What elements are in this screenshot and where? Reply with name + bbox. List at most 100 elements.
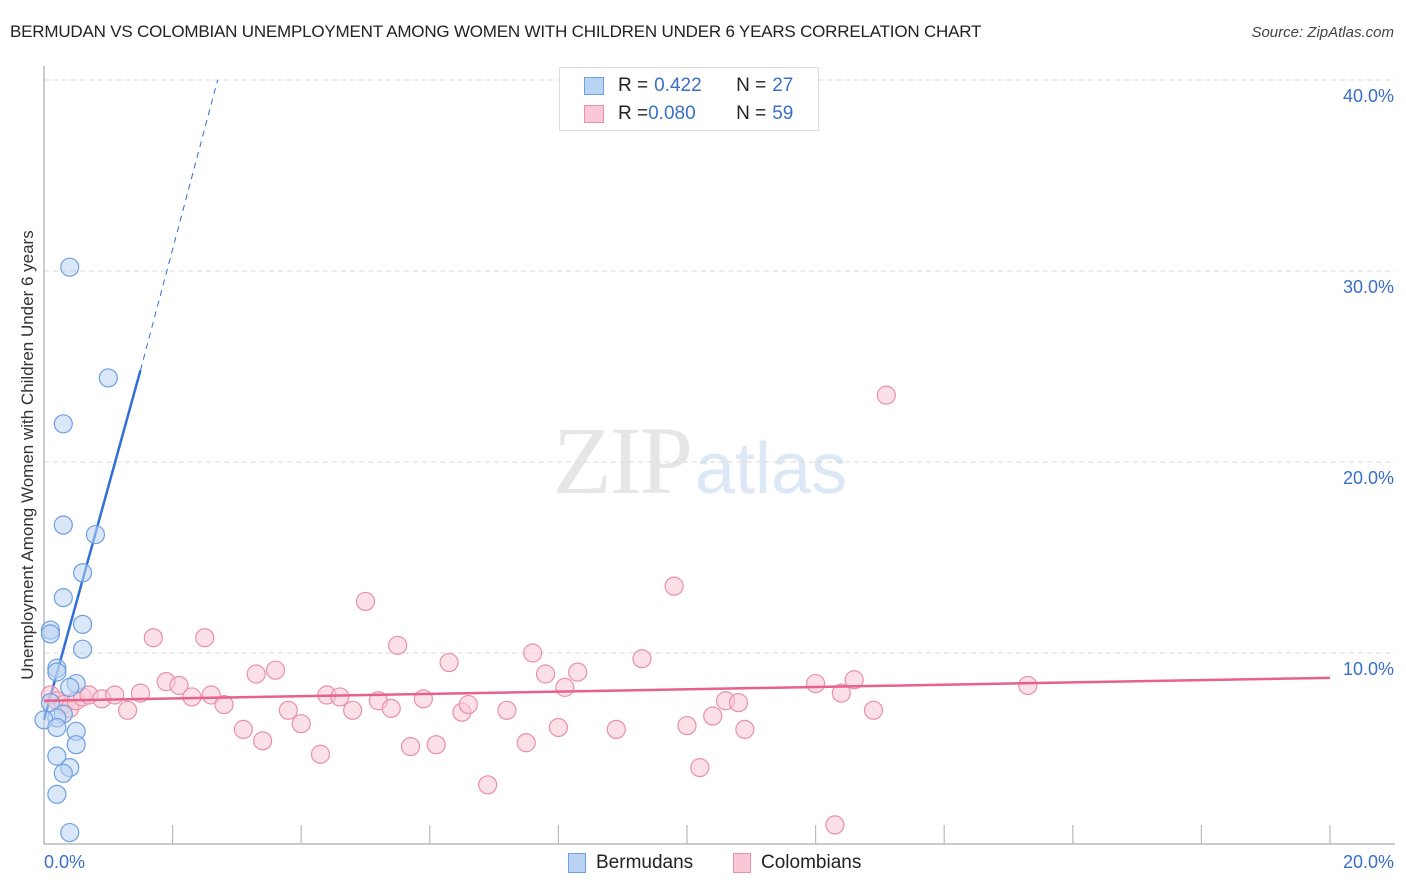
- colombians-swatch: [584, 105, 604, 123]
- bermudans-point[interactable]: [60, 677, 80, 697]
- bermudans-point[interactable]: [60, 822, 80, 843]
- colombians-point[interactable]: [535, 664, 556, 684]
- bermudans-point[interactable]: [85, 524, 106, 545]
- bermudans-trendline: [42, 79, 219, 721]
- colombians-point[interactable]: [458, 694, 478, 715]
- colombians-point[interactable]: [388, 635, 408, 655]
- colombians-point[interactable]: [805, 673, 826, 694]
- colombians-point[interactable]: [343, 700, 363, 720]
- colombians-point[interactable]: [201, 685, 221, 705]
- colombians-point[interactable]: [728, 693, 749, 713]
- legend-item-bermudans[interactable]: Bermudans: [568, 852, 693, 874]
- bermudans-point[interactable]: [60, 257, 80, 277]
- n-value: 27: [772, 75, 794, 96]
- r-label: R =: [618, 103, 649, 124]
- bermudans-point[interactable]: [53, 588, 73, 608]
- colombians-point[interactable]: [735, 719, 755, 740]
- x-tick-20: 20.0%: [1342, 852, 1394, 872]
- colombians-point[interactable]: [863, 700, 884, 720]
- legend-row-bermudans: R = 0.422 N = 27: [584, 74, 793, 98]
- colombians-point[interactable]: [195, 628, 215, 648]
- legend-item-colombians[interactable]: Colombians: [733, 852, 861, 874]
- colombians-point[interactable]: [606, 719, 626, 740]
- colombians-point[interactable]: [690, 757, 710, 778]
- colombians-point[interactable]: [291, 714, 311, 734]
- colombians-point[interactable]: [844, 670, 864, 690]
- bermudans-point[interactable]: [53, 414, 73, 434]
- colombians-point[interactable]: [413, 689, 433, 709]
- y-axis-title: Unemployment Among Women with Children U…: [18, 230, 37, 680]
- colombians-point[interactable]: [381, 698, 401, 718]
- colombians-point[interactable]: [439, 652, 459, 673]
- colombians-swatch: [733, 853, 751, 873]
- bermudans-point[interactable]: [72, 614, 93, 634]
- colombians-point[interactable]: [117, 700, 138, 720]
- colombians-point[interactable]: [265, 660, 286, 680]
- colombians-point[interactable]: [355, 591, 376, 612]
- colombians-point[interactable]: [105, 685, 125, 705]
- colombians-point[interactable]: [169, 675, 189, 696]
- bermudans-points: [34, 257, 118, 843]
- bermudans-point[interactable]: [66, 735, 86, 755]
- colombians-point[interactable]: [568, 662, 588, 682]
- colombians-point[interactable]: [876, 385, 896, 405]
- colombians-trendline: [43, 676, 1331, 702]
- bermudans-point[interactable]: [40, 624, 61, 644]
- legend-label: Bermudans: [596, 852, 694, 873]
- bermudans-swatch: [584, 77, 604, 95]
- colombians-point[interactable]: [233, 719, 253, 740]
- y-tick-20: 20.0%: [1342, 468, 1394, 488]
- gridlines: [44, 79, 1395, 654]
- colombians-point[interactable]: [523, 643, 543, 663]
- source-label: Source: ZipAtlas.com: [1251, 24, 1394, 41]
- bermudans-point[interactable]: [47, 717, 67, 738]
- r-value: 0.422: [654, 75, 702, 96]
- y-tick-40: 40.0%: [1342, 86, 1394, 106]
- n-label: N =: [736, 75, 767, 96]
- bermudans-swatch: [568, 853, 586, 873]
- n-value: 59: [772, 103, 794, 124]
- colombians-point[interactable]: [478, 775, 498, 795]
- colombians-point[interactable]: [310, 744, 331, 764]
- colombians-point[interactable]: [516, 733, 536, 753]
- y-tick-30: 30.0%: [1342, 277, 1394, 297]
- colombians-point[interactable]: [253, 731, 273, 751]
- colombians-point[interactable]: [1018, 675, 1038, 696]
- colombians-point[interactable]: [246, 664, 266, 684]
- colombians-point[interactable]: [426, 735, 446, 755]
- bermudans-point[interactable]: [72, 639, 93, 659]
- colombians-point[interactable]: [548, 717, 569, 738]
- y-tick-10: 10.0%: [1342, 659, 1394, 679]
- colombians-point[interactable]: [130, 683, 151, 703]
- colombians-point[interactable]: [497, 700, 517, 720]
- r-label: R =: [618, 75, 649, 96]
- bermudans-point[interactable]: [72, 563, 93, 583]
- bermudans-point[interactable]: [98, 368, 118, 388]
- colombians-point[interactable]: [664, 576, 684, 596]
- r-value: 0.080: [648, 103, 696, 124]
- legend-row-colombians: R = 0.080 N = 59: [584, 102, 793, 126]
- colombians-point[interactable]: [677, 715, 697, 736]
- colombians-point[interactable]: [330, 687, 350, 707]
- colombians-point[interactable]: [632, 649, 652, 669]
- colombians-point[interactable]: [143, 628, 163, 648]
- legend-label: Colombians: [761, 852, 862, 873]
- colombians-points: [40, 385, 1038, 835]
- colombians-point[interactable]: [555, 677, 575, 697]
- x-tick-0: 0.0%: [44, 852, 86, 872]
- colombians-point[interactable]: [831, 683, 851, 703]
- bermudans-point[interactable]: [47, 746, 67, 766]
- chart-title: BERMUDAN VS COLOMBIAN UNEMPLOYMENT AMONG…: [10, 22, 982, 41]
- colombians-point[interactable]: [214, 694, 234, 715]
- colombians-point[interactable]: [400, 736, 421, 757]
- colombians-point[interactable]: [703, 706, 723, 726]
- bermudans-point[interactable]: [53, 515, 73, 535]
- bermudans-trend-extension: [139, 79, 219, 371]
- n-label: N =: [736, 103, 767, 124]
- bermudans-point[interactable]: [53, 763, 73, 783]
- bermudans-point[interactable]: [47, 662, 67, 682]
- colombians-point[interactable]: [278, 700, 298, 720]
- colombians-point[interactable]: [825, 815, 845, 835]
- bermudans-point[interactable]: [47, 784, 67, 804]
